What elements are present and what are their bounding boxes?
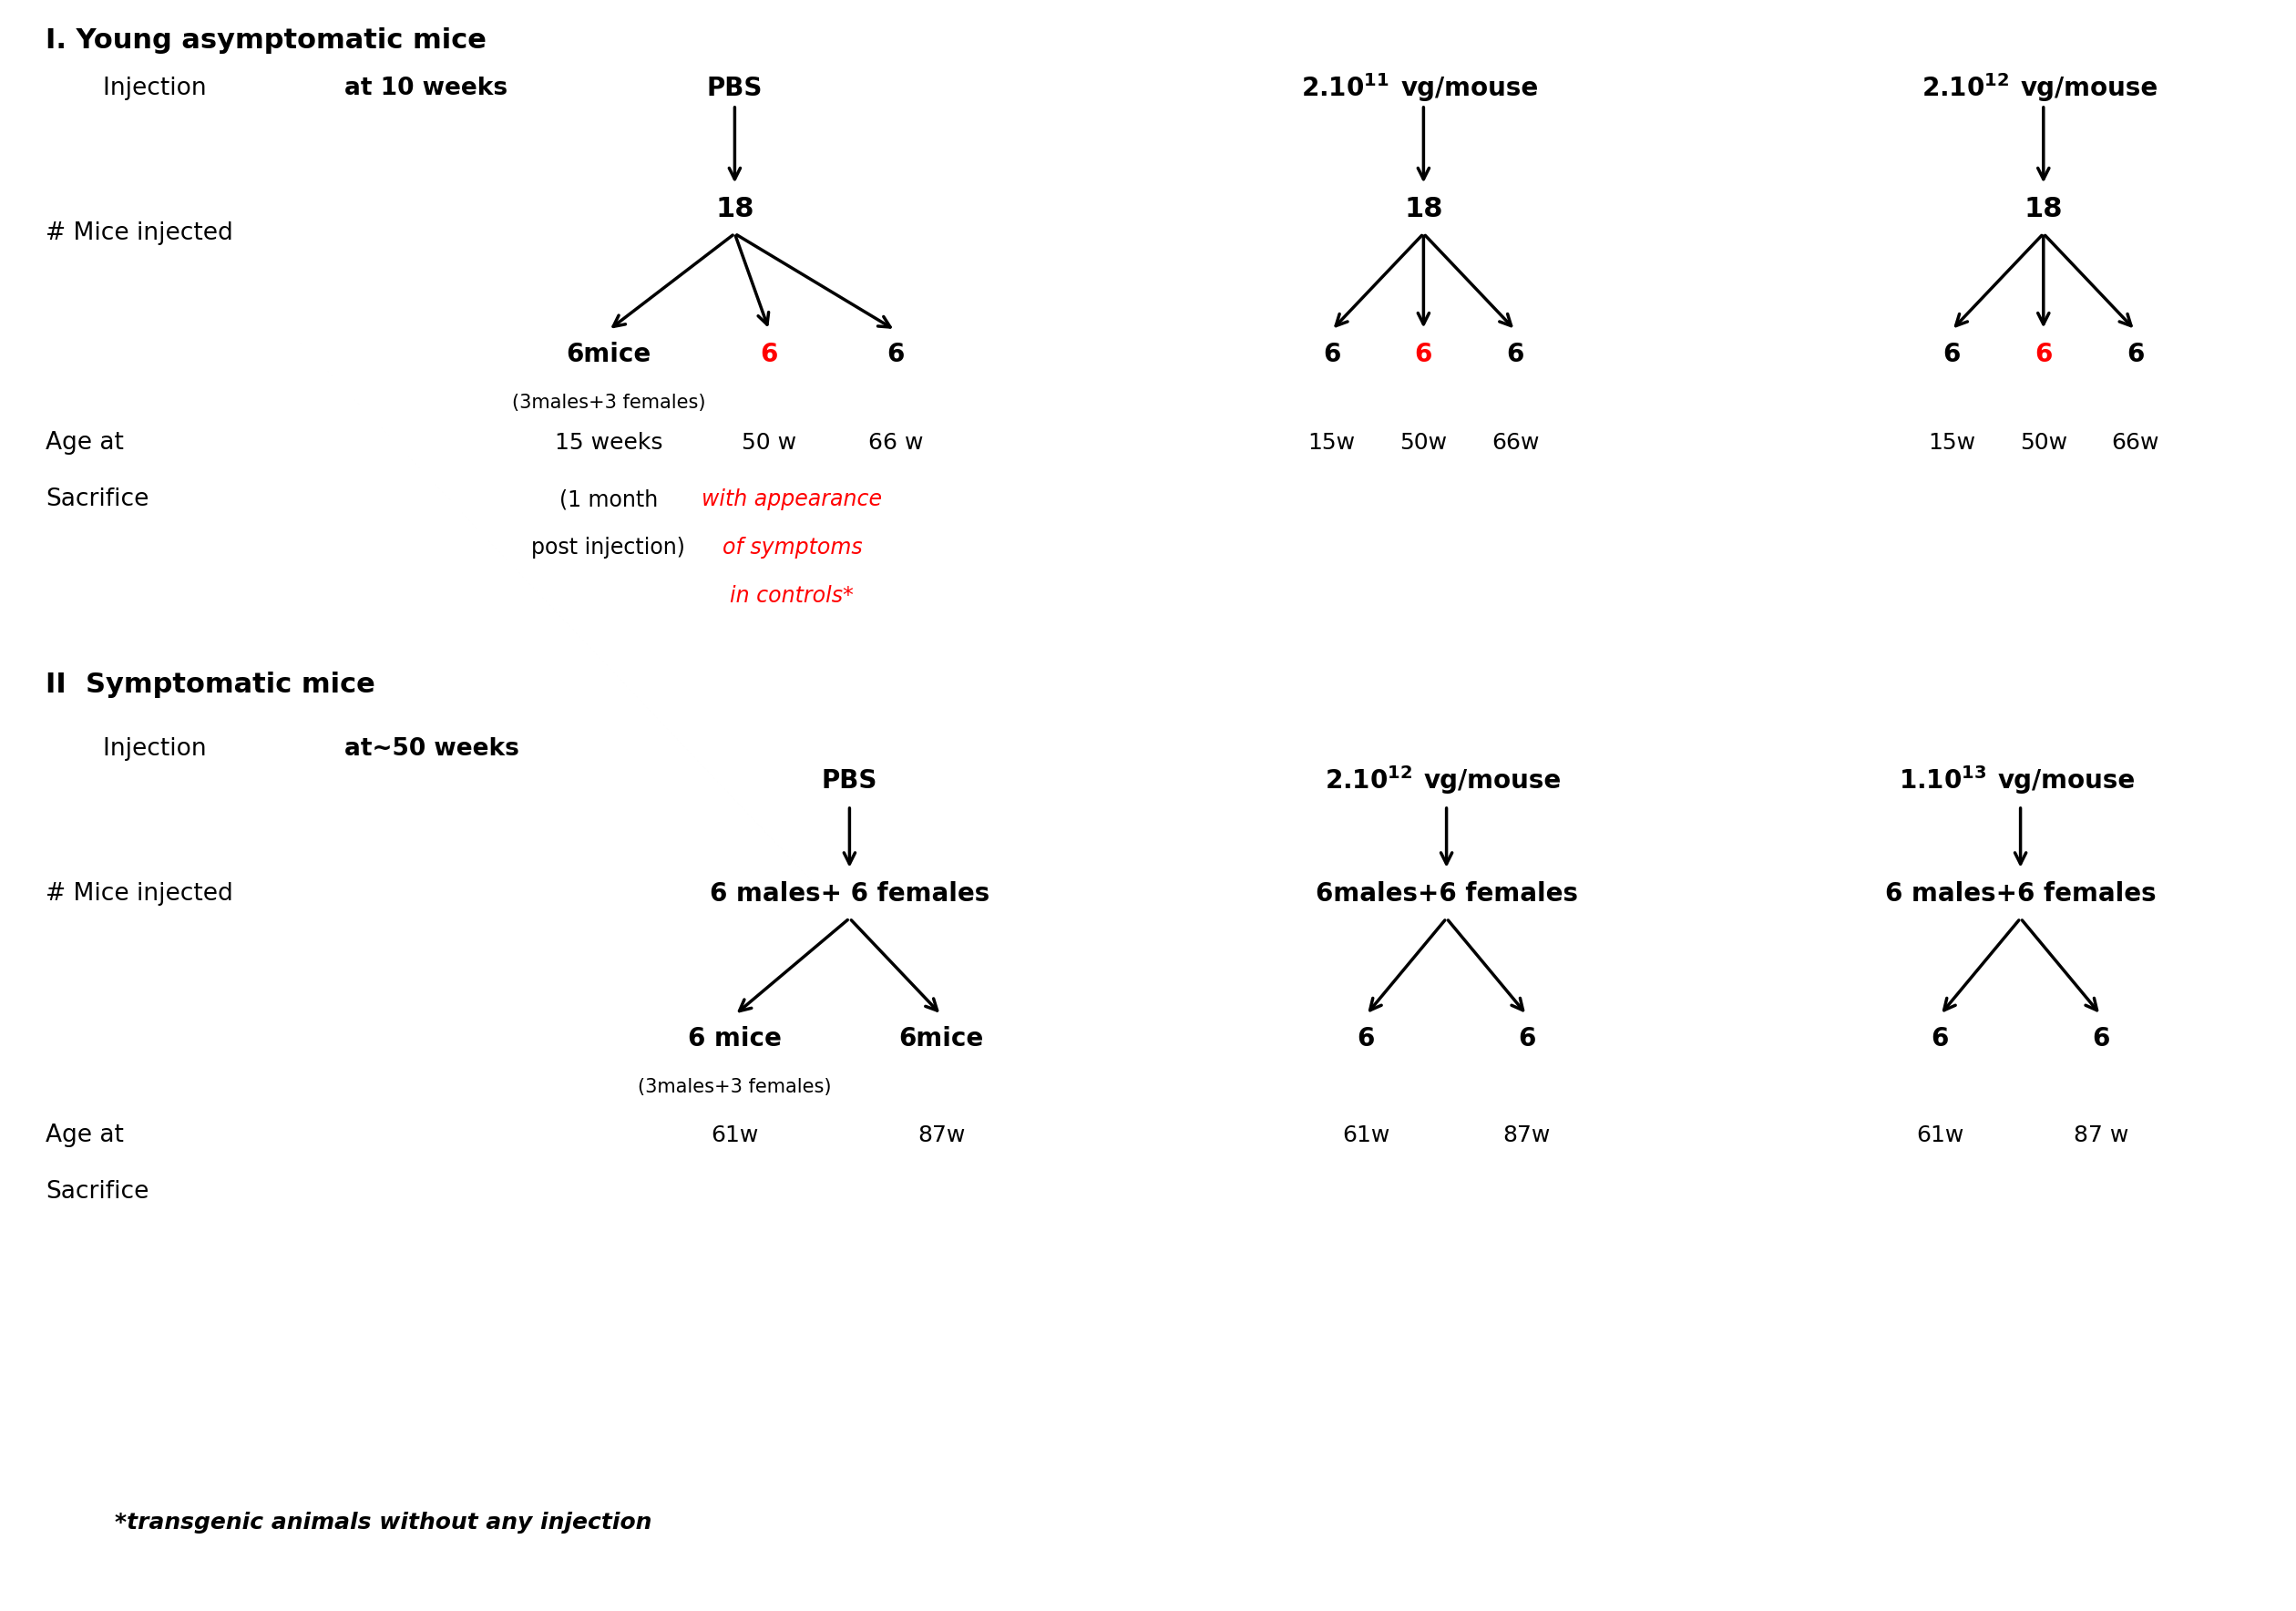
Text: I. Young asymptomatic mice: I. Young asymptomatic mice: [46, 27, 487, 53]
Text: PBS: PBS: [822, 768, 877, 794]
Text: 50w: 50w: [2020, 432, 2066, 454]
Text: 15w: 15w: [1929, 432, 1975, 454]
Text: $\mathbf{2.10^{12}}$: $\mathbf{2.10^{12}}$: [1325, 768, 1412, 794]
Text: *transgenic animals without any injection: *transgenic animals without any injectio…: [115, 1511, 652, 1534]
Text: 66w: 66w: [1492, 432, 1538, 454]
Text: post injection): post injection): [530, 536, 687, 559]
Text: 6: 6: [1357, 1026, 1375, 1052]
Text: 87w: 87w: [918, 1124, 964, 1147]
Text: 6: 6: [886, 342, 905, 367]
Text: 87w: 87w: [1504, 1124, 1550, 1147]
Text: vg/mouse: vg/mouse: [1998, 768, 2135, 794]
Text: 6 males+ 6 females: 6 males+ 6 females: [709, 881, 990, 907]
Text: at 10 weeks: at 10 weeks: [344, 77, 507, 100]
Text: with appearance: with appearance: [703, 488, 882, 511]
Text: 18: 18: [2025, 197, 2062, 222]
Text: (3males+3 females): (3males+3 females): [638, 1078, 831, 1097]
Text: 6: 6: [1931, 1026, 1949, 1052]
Text: 6mice: 6mice: [898, 1026, 985, 1052]
Text: 66 w: 66 w: [868, 432, 923, 454]
Text: 6: 6: [1942, 342, 1961, 367]
Text: (3males+3 females): (3males+3 females): [512, 393, 705, 412]
Text: Sacrifice: Sacrifice: [46, 488, 149, 511]
Text: 50 w: 50 w: [742, 432, 797, 454]
Text: 87 w: 87 w: [2073, 1124, 2128, 1147]
Text: in controls*: in controls*: [730, 585, 854, 607]
Text: 6males+6 females: 6males+6 females: [1316, 881, 1577, 907]
Text: # Mice injected: # Mice injected: [46, 883, 234, 905]
Text: 18: 18: [716, 197, 753, 222]
Text: 6: 6: [1518, 1026, 1536, 1052]
Text: at~50 weeks: at~50 weeks: [344, 738, 519, 760]
Text: II  Symptomatic mice: II Symptomatic mice: [46, 672, 377, 698]
Text: Injection: Injection: [103, 77, 214, 100]
Text: 6: 6: [1322, 342, 1341, 367]
Text: 61w: 61w: [1343, 1124, 1389, 1147]
Text: 6: 6: [1506, 342, 1525, 367]
Text: 6mice: 6mice: [565, 342, 652, 367]
Text: 6: 6: [1414, 342, 1433, 367]
Text: 61w: 61w: [1917, 1124, 1963, 1147]
Text: 50w: 50w: [1401, 432, 1446, 454]
Text: vg/mouse: vg/mouse: [2020, 76, 2158, 101]
Text: Age at: Age at: [46, 1124, 124, 1147]
Text: vg/mouse: vg/mouse: [1401, 76, 1538, 101]
Text: $\mathbf{1.10^{13}}$: $\mathbf{1.10^{13}}$: [1899, 768, 1986, 794]
Text: 6 males+6 females: 6 males+6 females: [1885, 881, 2156, 907]
Text: PBS: PBS: [707, 76, 762, 101]
Text: 15w: 15w: [1309, 432, 1355, 454]
Text: Sacrifice: Sacrifice: [46, 1181, 149, 1203]
Text: 6: 6: [2034, 342, 2053, 367]
Text: $\mathbf{2.10^{12}}$: $\mathbf{2.10^{12}}$: [1922, 76, 2009, 101]
Text: vg/mouse: vg/mouse: [1424, 768, 1561, 794]
Text: Age at: Age at: [46, 432, 124, 454]
Text: 6: 6: [760, 342, 778, 367]
Text: 18: 18: [1405, 197, 1442, 222]
Text: Injection: Injection: [103, 738, 214, 760]
Text: 15 weeks: 15 weeks: [553, 432, 664, 454]
Text: 61w: 61w: [712, 1124, 758, 1147]
Text: 6: 6: [2092, 1026, 2110, 1052]
Text: 6 mice: 6 mice: [689, 1026, 781, 1052]
Text: # Mice injected: # Mice injected: [46, 222, 234, 245]
Text: $\mathbf{2.10^{11}}$: $\mathbf{2.10^{11}}$: [1302, 76, 1389, 101]
Text: of symptoms: of symptoms: [723, 536, 861, 559]
Text: 66w: 66w: [2112, 432, 2158, 454]
Text: (1 month: (1 month: [560, 488, 657, 511]
Text: 6: 6: [2126, 342, 2144, 367]
